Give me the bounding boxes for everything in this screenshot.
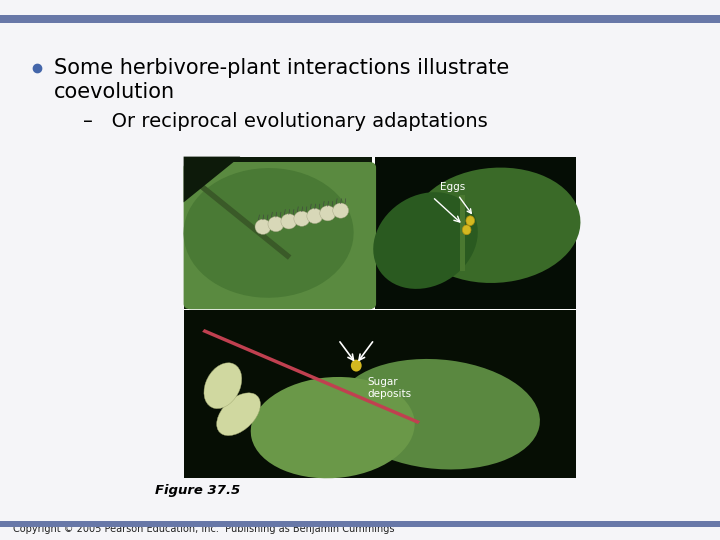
- Ellipse shape: [320, 206, 336, 221]
- Bar: [459, 195, 465, 271]
- Ellipse shape: [307, 208, 323, 224]
- Text: –   Or reciprocal evolutionary adaptations: – Or reciprocal evolutionary adaptations: [83, 112, 487, 131]
- Bar: [0, 15, 720, 23]
- Ellipse shape: [251, 377, 415, 478]
- Ellipse shape: [184, 168, 354, 298]
- Bar: [375, 157, 576, 309]
- Text: Eggs: Eggs: [440, 182, 472, 213]
- Bar: [184, 157, 576, 478]
- FancyBboxPatch shape: [184, 162, 376, 309]
- Ellipse shape: [217, 393, 261, 436]
- Polygon shape: [184, 157, 240, 202]
- Bar: [184, 157, 372, 309]
- Ellipse shape: [351, 360, 361, 372]
- Text: Figure 37.5: Figure 37.5: [155, 484, 240, 497]
- Text: Sugar
deposits: Sugar deposits: [367, 377, 411, 399]
- Ellipse shape: [462, 225, 471, 235]
- Ellipse shape: [204, 363, 242, 409]
- Ellipse shape: [255, 219, 271, 234]
- FancyArrow shape: [202, 329, 420, 424]
- Ellipse shape: [333, 203, 348, 218]
- Ellipse shape: [373, 192, 478, 289]
- Ellipse shape: [281, 214, 297, 229]
- Text: Copyright © 2005 Pearson Education, Inc.  Publishing as Benjamin Cummings: Copyright © 2005 Pearson Education, Inc.…: [13, 523, 395, 534]
- Bar: [0, 521, 720, 526]
- Bar: [184, 310, 576, 478]
- Ellipse shape: [294, 211, 310, 226]
- Ellipse shape: [268, 217, 284, 232]
- Ellipse shape: [338, 359, 540, 469]
- Text: coevolution: coevolution: [54, 82, 175, 102]
- Ellipse shape: [466, 216, 474, 226]
- Ellipse shape: [411, 167, 580, 283]
- Text: Some herbivore-plant interactions illustrate: Some herbivore-plant interactions illust…: [54, 57, 509, 78]
